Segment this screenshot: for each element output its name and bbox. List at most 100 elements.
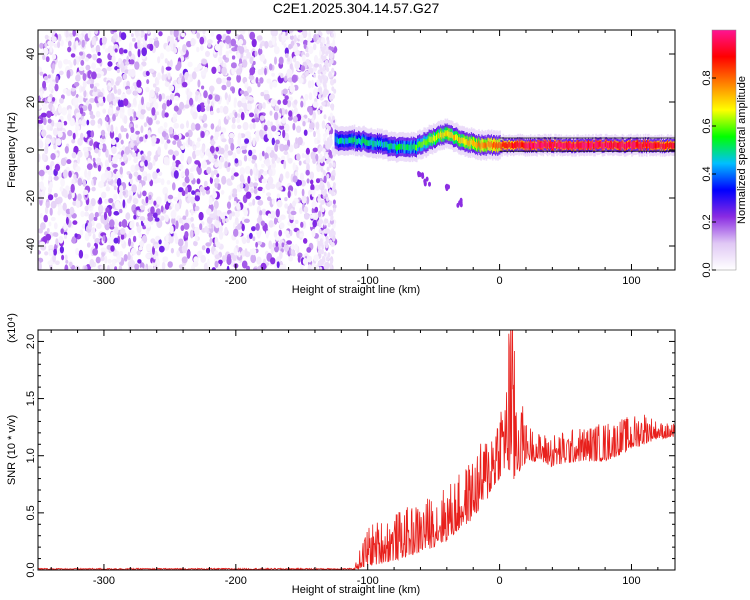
noise-cell	[209, 145, 215, 154]
band-core	[507, 142, 510, 148]
noise-cell	[165, 45, 171, 52]
noise-cell	[278, 264, 285, 270]
noise-cell	[180, 32, 185, 38]
noise-cell	[283, 35, 290, 40]
band-core	[586, 142, 589, 149]
noise-cell	[132, 197, 139, 205]
noise-cell	[244, 165, 251, 175]
band-core	[342, 137, 344, 144]
noise-cell	[149, 179, 154, 187]
noise-cell	[211, 267, 216, 270]
y-tick-label: 1.5	[25, 391, 37, 406]
noise-cell	[161, 65, 165, 75]
band-core	[387, 144, 390, 150]
band-core	[361, 139, 363, 146]
noise-cell	[284, 47, 289, 56]
band-core	[509, 143, 512, 149]
band-core	[390, 143, 393, 149]
noise-cell	[236, 52, 241, 59]
noise-cell	[195, 149, 201, 156]
noise-cell	[302, 258, 308, 265]
noise-cell	[268, 40, 273, 47]
noise-cell	[46, 228, 50, 233]
noise-cell	[137, 39, 141, 49]
snr-x-label: Height of straight line (km)	[292, 584, 420, 596]
y-tick-label: -40	[25, 238, 37, 254]
band-core	[633, 142, 635, 148]
noise-cell	[216, 34, 222, 41]
noise-cell	[117, 141, 121, 149]
noise-cell	[134, 263, 140, 270]
noise-cell	[332, 185, 335, 191]
noise-cell	[126, 80, 130, 88]
noise-cell	[213, 200, 219, 209]
band-core	[446, 130, 449, 136]
noise-cell	[44, 206, 49, 215]
noise-cell	[88, 203, 92, 209]
noise-cell	[313, 43, 317, 51]
noise-cell	[104, 132, 108, 138]
x-tick-label: -200	[225, 575, 247, 587]
band-core	[604, 141, 607, 147]
noise-cell	[124, 146, 130, 155]
noise-cell	[216, 107, 221, 114]
noise-cell	[326, 36, 330, 42]
band-core	[481, 141, 483, 148]
noise-cell	[310, 151, 316, 160]
noise-cell	[241, 260, 248, 269]
noise-cell	[265, 146, 272, 154]
noise-cell	[179, 123, 185, 130]
noise-cell	[81, 86, 86, 92]
noise-cell	[145, 86, 150, 93]
noise-cell	[186, 95, 190, 100]
noise-cell	[144, 134, 148, 140]
noise-cell	[325, 64, 329, 70]
noise-cell	[259, 115, 265, 121]
noise-cell	[69, 117, 75, 127]
noise-cell	[273, 111, 279, 121]
noise-cell	[221, 66, 227, 76]
band-core	[655, 143, 658, 150]
noise-cell	[332, 204, 337, 209]
noise-cell	[226, 76, 232, 82]
noise-cell	[136, 250, 141, 256]
noise-cell	[248, 202, 254, 207]
noise-cell	[106, 66, 112, 71]
noise-cell	[82, 80, 87, 88]
noise-cell	[47, 96, 52, 103]
band-core	[665, 143, 667, 149]
noise-cell	[161, 73, 166, 81]
noise-cell	[55, 238, 59, 246]
noise-cell	[305, 169, 310, 176]
noise-cell	[108, 154, 112, 163]
noise-cell	[85, 64, 91, 71]
noise-cell	[200, 107, 206, 113]
noise-cell	[84, 205, 89, 212]
noise-cell	[134, 84, 138, 91]
noise-cell	[280, 214, 286, 220]
noise-cell	[190, 216, 194, 222]
noise-cell	[177, 191, 182, 201]
band-core	[544, 141, 547, 147]
band-core	[482, 142, 484, 149]
noise-cell	[247, 175, 251, 184]
noise-cell	[286, 99, 292, 108]
band-core	[383, 141, 385, 148]
noise-cell	[189, 167, 194, 173]
noise-cell	[139, 216, 146, 222]
noise-cell	[226, 80, 232, 88]
noise-cell	[253, 166, 257, 176]
noise-cell	[301, 54, 306, 63]
colorbar-tick-label: 0.6	[701, 118, 713, 133]
noise-cell	[326, 166, 330, 172]
noise-cell	[173, 150, 179, 157]
noise-cell	[108, 107, 113, 115]
noise-cell	[219, 212, 225, 218]
noise-cell	[305, 156, 310, 165]
noise-cell	[145, 70, 150, 76]
noise-cell	[212, 187, 216, 195]
noise-cell	[322, 148, 326, 153]
noise-cell	[195, 141, 201, 148]
noise-cell	[307, 39, 311, 49]
band-core	[514, 142, 516, 148]
